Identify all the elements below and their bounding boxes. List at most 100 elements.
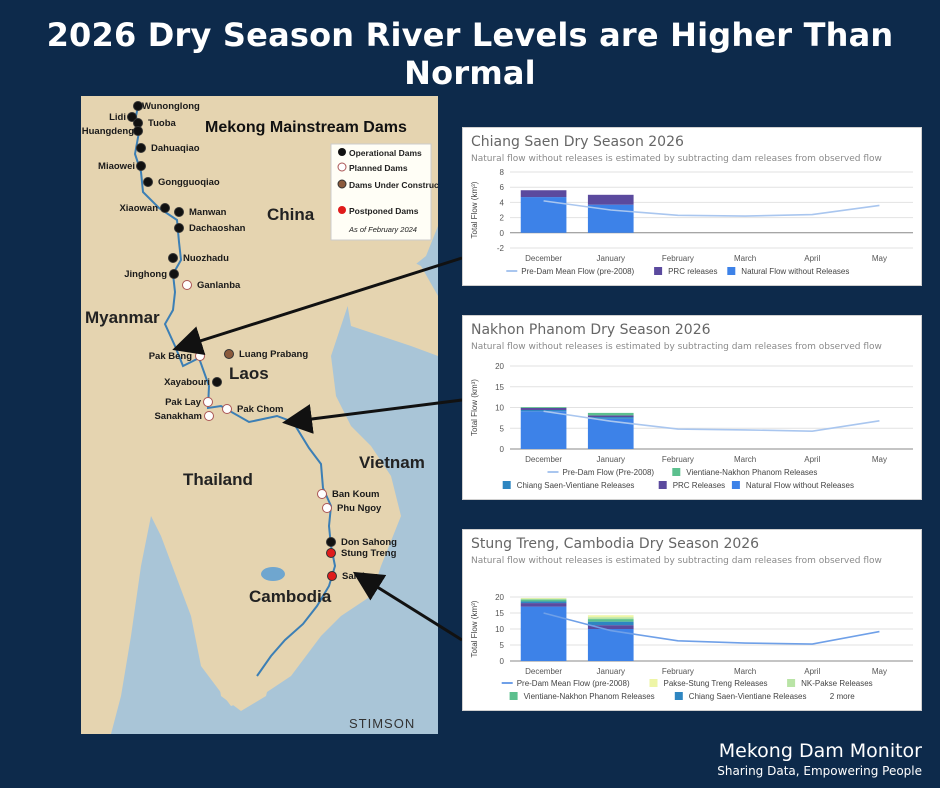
legend-label: Pre-Dam Flow (Pre-2008) <box>563 468 655 477</box>
x-tick-label: May <box>872 667 887 676</box>
legend-swatch <box>658 481 667 489</box>
legend-construction-marker <box>337 179 347 189</box>
legend-label: Chiang Saen-Vientiane Releases <box>689 692 807 701</box>
brand: Mekong Dam Monitor Sharing Data, Empower… <box>717 740 922 778</box>
legend-swatch <box>674 692 683 700</box>
legend-label: Pre-Dam Mean Flow (pre-2008) <box>521 267 634 276</box>
legend-swatch <box>727 267 736 275</box>
legend-label: Pre-Dam Mean Flow (pre-2008) <box>517 679 630 688</box>
bar-segment <box>587 621 634 626</box>
dam-label-tuoba: Tuoba <box>148 118 177 129</box>
map-legend <box>330 143 432 241</box>
brand-tagline: Sharing Data, Empowering People <box>717 764 922 778</box>
dam-marker-sambor <box>327 571 337 581</box>
dam-label-wunonglong: Wunonglong <box>142 101 200 112</box>
dam-marker-don-sahong <box>326 537 336 547</box>
legend-more-link[interactable]: 2 more <box>830 692 855 701</box>
y-tick-label: 20 <box>495 593 504 602</box>
y-axis-label: Total Flow (km³) <box>470 600 479 657</box>
dam-label-xayabouri: Xayabouri <box>164 377 210 388</box>
country-vietnam: Vietnam <box>359 453 425 472</box>
dam-label-lidi: Lidi <box>109 112 126 123</box>
dam-label-nuozhadu: Nuozhadu <box>183 253 229 264</box>
x-tick-label: December <box>525 455 562 464</box>
dam-label-manwan: Manwan <box>189 207 227 218</box>
legend-swatch <box>649 679 658 687</box>
x-tick-label: March <box>734 667 756 676</box>
dam-label-sanakham: Sanakham <box>154 411 202 422</box>
dam-marker-dahuaqiao <box>136 143 146 153</box>
dam-label-xiaowan: Xiaowan <box>119 203 158 214</box>
dam-label-ganlanba: Ganlanba <box>197 280 241 291</box>
y-tick-label: 6 <box>500 183 505 192</box>
bar-segment <box>520 598 567 600</box>
legend-label: Pakse-Stung Treng Releases <box>664 679 768 688</box>
dam-label-don-sahong: Don Sahong <box>341 537 397 548</box>
dam-marker-sanakham <box>204 411 214 421</box>
dam-marker-nuozhadu <box>168 253 178 263</box>
y-tick-label: 2 <box>500 214 505 223</box>
mekong-river <box>133 101 337 677</box>
chart-panel-stung-treng: Stung Treng, Cambodia Dry Season 2026 Na… <box>462 529 922 711</box>
land-coast <box>211 616 276 711</box>
mekong-dams-map: Mekong Mainstream Dams Operational Dams … <box>81 96 438 734</box>
y-tick-label: 0 <box>500 657 505 666</box>
legend-label: Vientiane-Nakhon Phanom Releases <box>686 468 817 477</box>
y-tick-label: 0 <box>500 229 505 238</box>
legend-as-of: As of February 2024 <box>348 225 417 234</box>
series-line <box>543 612 880 645</box>
country-cambodia: Cambodia <box>249 587 332 606</box>
y-tick-label: 4 <box>500 198 505 207</box>
dam-label-jinghong: Jinghong <box>124 269 167 280</box>
x-tick-label: February <box>662 667 694 676</box>
bar-segment <box>587 417 634 419</box>
chart-subtitle: Natural flow without releases is estimat… <box>471 556 882 566</box>
y-tick-label: 0 <box>500 445 505 454</box>
x-tick-label: January <box>597 254 625 263</box>
legend-operational-label: Operational Dams <box>349 148 422 158</box>
dam-label-dahuaqiao: Dahuaqiao <box>151 143 200 154</box>
legend-operational-marker <box>338 148 346 156</box>
dam-marker-xiaowan <box>160 203 170 213</box>
legend-swatch <box>654 267 663 275</box>
map-title: Mekong Mainstream Dams <box>205 119 407 136</box>
map-credit: STIMSON <box>349 716 415 731</box>
x-tick-label: March <box>734 455 756 464</box>
y-tick-label: 20 <box>495 362 504 371</box>
legend-label: Natural Flow without Releases <box>746 481 854 490</box>
series-line <box>543 410 880 432</box>
y-tick-label: 15 <box>495 609 504 618</box>
dam-marker-pak-beng <box>195 351 205 361</box>
y-tick-label: 8 <box>500 168 505 177</box>
dam-label-luang-prabang: Luang Prabang <box>239 349 308 360</box>
dam-marker-wunonglong <box>133 101 143 111</box>
dam-label-gongguoqiao: Gongguoqiao <box>158 177 220 188</box>
page-title: 2026 Dry Season River Levels are Higher … <box>46 16 894 92</box>
x-tick-label: January <box>597 667 625 676</box>
y-axis-label: Total Flow (km³) <box>470 181 479 238</box>
legend-postponed-marker <box>338 206 346 214</box>
legend-planned-label: Planned Dams <box>349 163 408 173</box>
country-myanmar: Myanmar <box>85 308 160 327</box>
country-china: China <box>267 205 315 224</box>
x-tick-label: December <box>525 667 562 676</box>
legend-label: NK-Pakse Releases <box>801 679 873 688</box>
legend-label: Vientiane-Nakhon Phanom Releases <box>524 692 655 701</box>
dam-label-pak-chom: Pak Chom <box>237 404 283 415</box>
dam-marker-dachaoshan <box>174 223 184 233</box>
dam-label-sambor: Sambor <box>342 571 378 582</box>
x-tick-label: May <box>872 254 887 263</box>
bar-segment <box>587 625 634 629</box>
legend-swatch <box>731 481 740 489</box>
bar-segment <box>587 615 634 618</box>
series-line <box>543 200 880 217</box>
bar-segment <box>520 407 567 408</box>
bar-segment <box>520 601 567 604</box>
chart-title: Nakhon Phanom Dry Season 2026 <box>471 322 711 338</box>
y-tick-label: 10 <box>495 404 504 413</box>
dam-label-pak-lay: Pak Lay <box>165 397 202 408</box>
bar-segment <box>587 204 634 233</box>
legend-construction-label: Dams Under Construction <box>349 180 438 190</box>
dam-marker-pak-chom <box>222 404 232 414</box>
legend-label: PRC Releases <box>673 481 725 490</box>
